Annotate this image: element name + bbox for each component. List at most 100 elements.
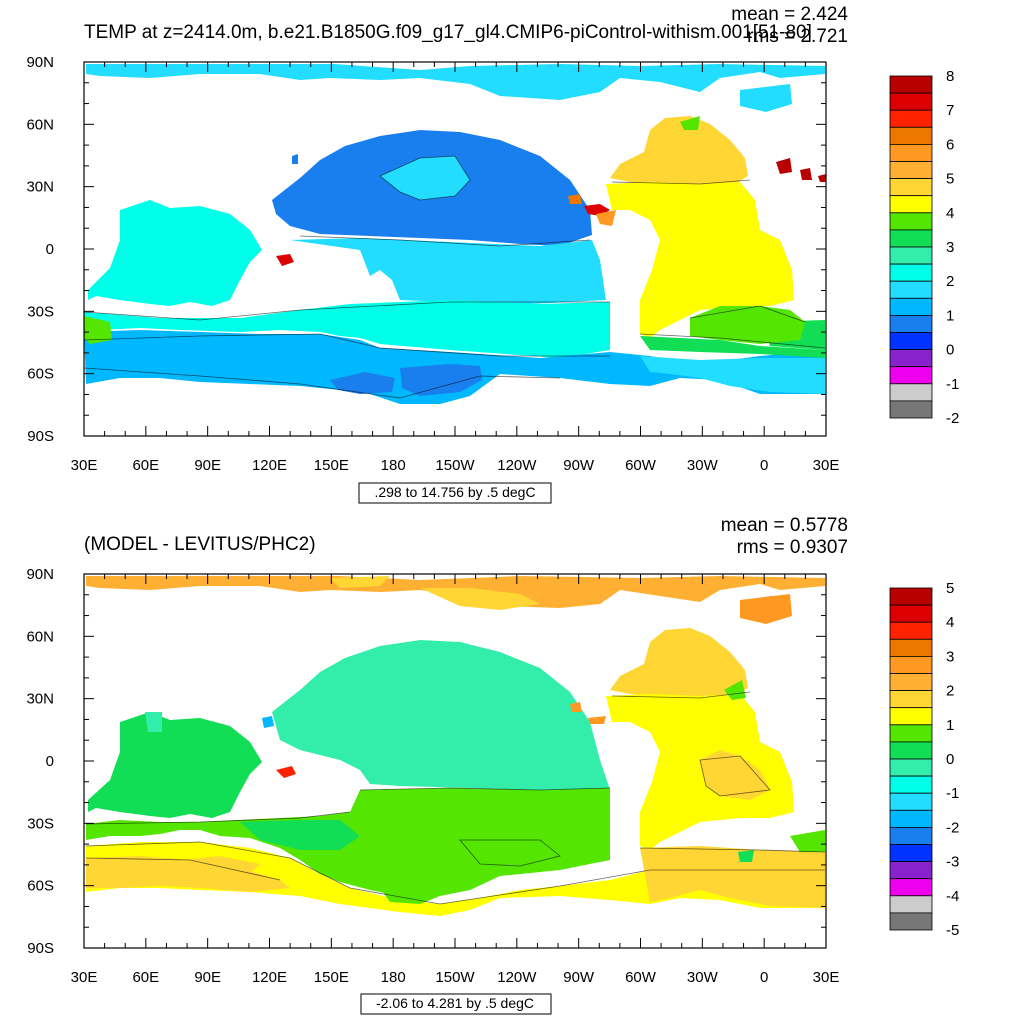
colorbar-swatch bbox=[889, 161, 933, 180]
colorbar-swatch bbox=[889, 366, 933, 385]
colorbar-swatch bbox=[889, 878, 933, 897]
colorbar-label: 7 bbox=[946, 102, 954, 119]
x-tick-label: 30E bbox=[813, 457, 840, 474]
region-south-atlantic-cyan bbox=[640, 356, 825, 394]
region-atlantic-south bbox=[640, 846, 825, 908]
x-tick-label: 120E bbox=[252, 969, 287, 986]
ocean-fields bbox=[86, 576, 825, 916]
colorbar-label: 3 bbox=[946, 648, 954, 665]
y-tick-label: 90N bbox=[26, 54, 54, 71]
panel-title: (MODEL - LEVITUS/PHC2) bbox=[84, 534, 316, 555]
colorbar-swatch bbox=[889, 263, 933, 282]
panel-difference: (MODEL - LEVITUS/PHC2) mean = 0.5778 rms… bbox=[26, 515, 959, 1015]
colorbar-swatch bbox=[889, 587, 933, 606]
region-south-band bbox=[84, 300, 610, 358]
colorbar-label: 0 bbox=[946, 342, 954, 359]
colorbar-swatch bbox=[889, 92, 933, 111]
colorbar-swatch bbox=[889, 895, 933, 914]
colorbar-label: 4 bbox=[946, 614, 954, 631]
region-atlantic-band bbox=[640, 336, 825, 358]
y-tick-label: 30S bbox=[27, 815, 54, 832]
map-area bbox=[83, 64, 826, 404]
colorbar-swatch bbox=[889, 656, 933, 674]
y-tick-label: 90N bbox=[26, 566, 54, 583]
region-arctic-patch bbox=[740, 594, 792, 624]
region-mediterranean bbox=[276, 766, 296, 778]
colorbar-label: 0 bbox=[946, 751, 954, 768]
colorbar-label: 8 bbox=[946, 68, 954, 85]
region-pacific-central bbox=[290, 238, 606, 304]
colorbar-swatch bbox=[889, 383, 933, 402]
region-southern-ocean bbox=[86, 842, 825, 916]
y-tick-label: 30S bbox=[27, 303, 54, 320]
x-tick-label: 60W bbox=[625, 457, 657, 474]
axes: 30E 60E 90E 120E 150E 180 150W 120W 90W 60W 30W 0 30… bbox=[26, 566, 839, 986]
x-tick-label: 30W bbox=[687, 969, 719, 986]
colorbar-swatch bbox=[889, 280, 933, 299]
x-tick-label: 30E bbox=[71, 969, 98, 986]
colorbar-swatch bbox=[889, 792, 933, 811]
x-tick-label: 150E bbox=[314, 457, 349, 474]
colorbar-swatch bbox=[889, 332, 933, 351]
region-atlantic-north bbox=[610, 628, 748, 698]
colorbar-swatch bbox=[889, 195, 933, 214]
contour-lines bbox=[83, 155, 826, 399]
y-tick-label: 30N bbox=[26, 179, 54, 196]
x-tick-label: 120E bbox=[252, 457, 287, 474]
colorbar-swatch bbox=[889, 229, 933, 248]
y-tick-label: 30N bbox=[26, 691, 54, 708]
region-orange-spot bbox=[596, 210, 616, 226]
region-atlantic-green3 bbox=[738, 850, 754, 862]
x-tick-label: 60E bbox=[132, 457, 159, 474]
ocean-fields bbox=[84, 64, 826, 404]
colorbar-swatch bbox=[889, 126, 933, 145]
colorbar-label: -1 bbox=[946, 376, 959, 393]
rms-label: rms = 0.9307 bbox=[737, 537, 848, 558]
y-tick-label: 60S bbox=[27, 878, 54, 895]
x-tick-label: 150W bbox=[435, 969, 475, 986]
region-atlantic-south bbox=[690, 306, 805, 344]
region-southern-ocean-orange2 bbox=[180, 856, 260, 874]
colorbar-swatch bbox=[889, 775, 933, 794]
colorbar-label: 1 bbox=[946, 717, 954, 734]
colorbar-label: 6 bbox=[946, 136, 954, 153]
colorbar-label: 5 bbox=[946, 171, 954, 188]
y-tick-label: 60N bbox=[26, 628, 54, 645]
colorbar-swatch bbox=[889, 724, 933, 743]
colorbar-label: 2 bbox=[946, 273, 954, 290]
colorbar-label: -4 bbox=[946, 888, 959, 905]
region-southern-ocean-deep2 bbox=[400, 364, 482, 396]
colorbar-label: 5 bbox=[946, 580, 954, 597]
region-arctic-patch bbox=[740, 84, 792, 112]
region-pacific-north bbox=[272, 640, 610, 790]
region-southern-ocean-orange bbox=[86, 856, 290, 892]
colorbar-swatch bbox=[889, 143, 933, 162]
contour-info-box bbox=[360, 993, 552, 1015]
x-tick-label: 120W bbox=[497, 457, 537, 474]
region-indian bbox=[88, 712, 262, 818]
y-tick-label: 60S bbox=[27, 366, 54, 383]
x-tick-label: 180 bbox=[381, 457, 406, 474]
region-arctic-yellow2 bbox=[330, 576, 390, 588]
colorbar-swatch bbox=[889, 673, 933, 692]
colorbar-label: 3 bbox=[946, 239, 954, 256]
colorbar-swatch bbox=[889, 707, 933, 726]
region-red-sea-blue bbox=[262, 716, 274, 728]
region-sw-green bbox=[84, 316, 112, 344]
y-tick-label: 0 bbox=[46, 753, 54, 770]
y-tick-label: 90S bbox=[27, 428, 54, 445]
x-tick-label: 180 bbox=[381, 969, 406, 986]
region-greenland-green bbox=[680, 116, 700, 130]
x-tick-label: 30E bbox=[71, 457, 98, 474]
region-indian bbox=[88, 200, 262, 306]
colorbar-swatch bbox=[889, 741, 933, 760]
mean-label: mean = 0.5778 bbox=[721, 515, 848, 536]
x-tick-label: 90E bbox=[194, 457, 221, 474]
colorbar-label: 2 bbox=[946, 683, 954, 700]
colorbar-swatch bbox=[889, 758, 933, 777]
colorbar-swatch bbox=[889, 809, 933, 828]
x-tick-label: 150W bbox=[435, 457, 475, 474]
contour-info: -2.06 to 4.281 by .5 degC bbox=[376, 995, 534, 1011]
region-pacific-north-inner bbox=[380, 156, 470, 200]
contour-lines bbox=[85, 691, 826, 905]
